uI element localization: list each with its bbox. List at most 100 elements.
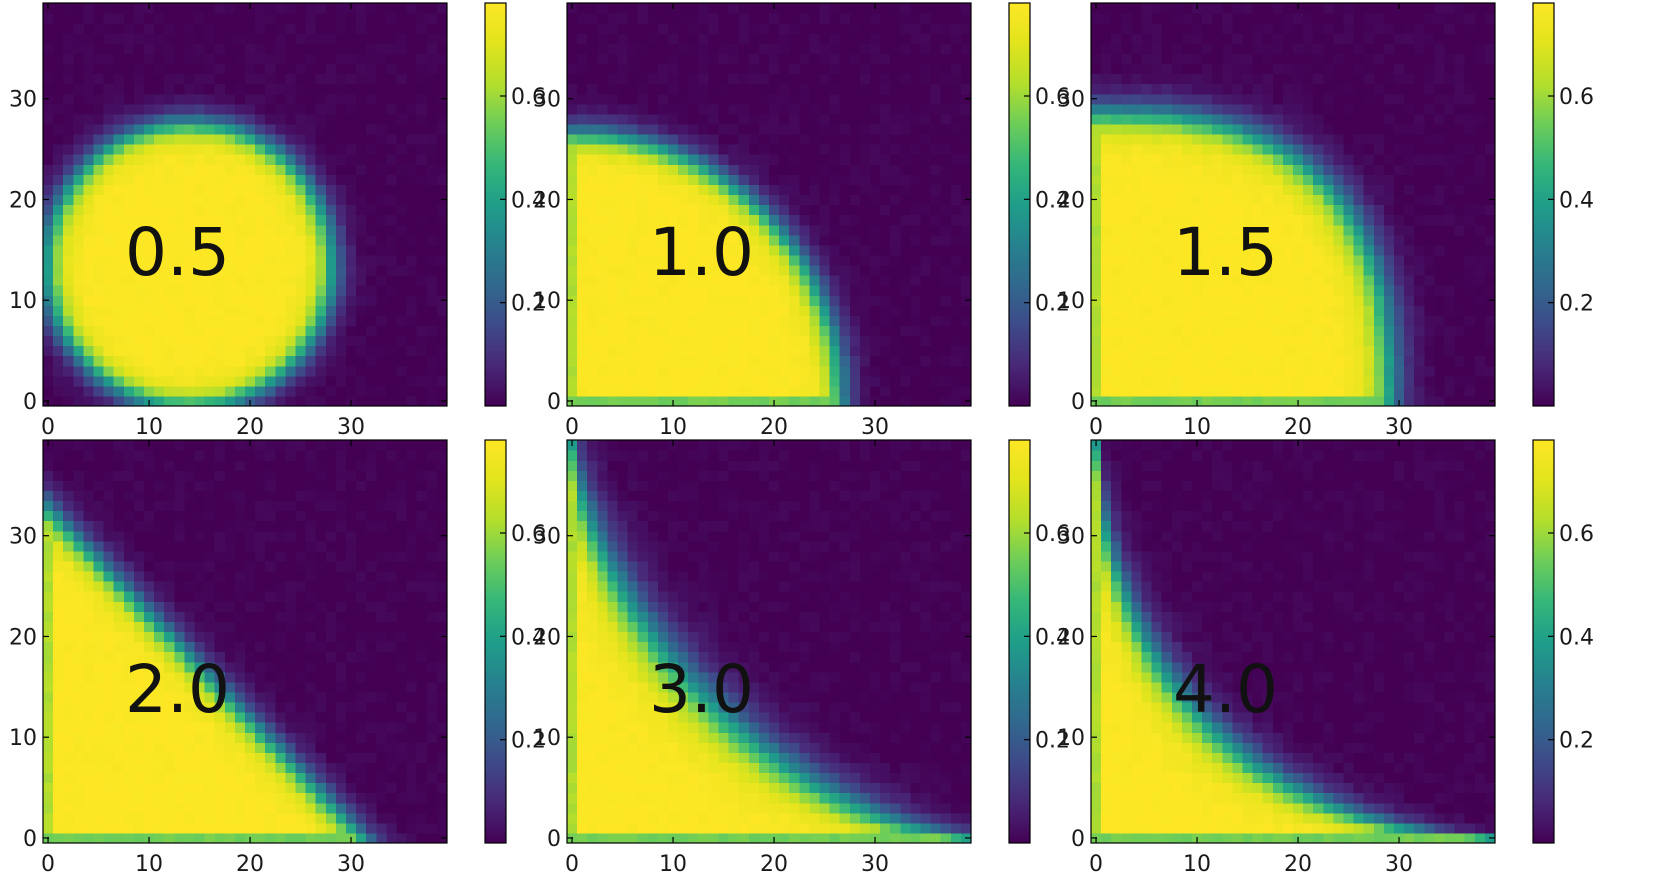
heatmap-cell bbox=[285, 43, 297, 54]
heatmap-cell bbox=[1293, 204, 1304, 216]
heatmap-cell bbox=[305, 315, 317, 326]
heatmap-cell bbox=[1353, 295, 1365, 306]
heatmap-cell bbox=[617, 325, 629, 337]
heatmap-cell bbox=[1474, 154, 1486, 165]
heatmap-cell bbox=[1181, 315, 1193, 326]
heatmap-cell bbox=[1121, 174, 1132, 185]
heatmap-cell bbox=[396, 355, 408, 367]
heatmap-cell bbox=[1101, 23, 1112, 34]
y-tick-label: 30 bbox=[533, 88, 561, 113]
heatmap-cell bbox=[748, 254, 760, 266]
heatmap-cell bbox=[607, 234, 619, 246]
colorbar-tick-label: 0.4 bbox=[1559, 188, 1594, 213]
heatmap-cell bbox=[809, 154, 821, 165]
heatmap-cell bbox=[154, 375, 165, 387]
heatmap-cell bbox=[315, 144, 327, 155]
heatmap-cell bbox=[376, 335, 387, 347]
heatmap-cell bbox=[1444, 63, 1456, 75]
heatmap-cell bbox=[154, 3, 165, 14]
heatmap-cell bbox=[1171, 154, 1183, 165]
heatmap-cell bbox=[1131, 285, 1143, 296]
heatmap-cell bbox=[657, 13, 669, 24]
heatmap-cell bbox=[1262, 73, 1274, 85]
heatmap-cell bbox=[748, 83, 760, 95]
heatmap-cell bbox=[758, 194, 770, 206]
heatmap-cell bbox=[839, 93, 851, 105]
heatmap-cell bbox=[890, 395, 901, 407]
heatmap-cell bbox=[1323, 83, 1334, 95]
heatmap-cell bbox=[829, 93, 841, 105]
heatmap-cell bbox=[920, 144, 932, 155]
heatmap-cell bbox=[1343, 264, 1355, 276]
heatmap-cell bbox=[1101, 224, 1112, 236]
heatmap-cell bbox=[1151, 264, 1163, 276]
heatmap-cell bbox=[1363, 144, 1375, 155]
heatmap-cell bbox=[346, 264, 357, 276]
heatmap-cell bbox=[1151, 315, 1163, 326]
heatmap-cell bbox=[920, 325, 932, 337]
heatmap-cell bbox=[708, 375, 720, 387]
heatmap-cell bbox=[1232, 73, 1244, 85]
heatmap-cell bbox=[930, 365, 942, 377]
heatmap-cell bbox=[325, 73, 337, 85]
heatmap-cell bbox=[597, 164, 608, 175]
heatmap-cell bbox=[1111, 355, 1122, 367]
heatmap-cell bbox=[255, 33, 266, 44]
heatmap-cell bbox=[184, 13, 196, 24]
heatmap-cell bbox=[43, 123, 54, 135]
heatmap-cell bbox=[1424, 285, 1435, 296]
heatmap-cell bbox=[73, 345, 84, 357]
heatmap-cell bbox=[1101, 234, 1112, 246]
heatmap-cell bbox=[900, 83, 911, 95]
heatmap-cell bbox=[1394, 23, 1405, 34]
heatmap-cell bbox=[1272, 355, 1284, 367]
heatmap-cell bbox=[577, 184, 588, 196]
heatmap-cell bbox=[245, 144, 256, 155]
heatmap-cell bbox=[315, 154, 327, 165]
heatmap-cell bbox=[627, 204, 639, 216]
heatmap-cell bbox=[406, 345, 418, 357]
heatmap-cell bbox=[859, 43, 871, 54]
heatmap-cell bbox=[1091, 264, 1102, 276]
heatmap-cell bbox=[890, 254, 901, 266]
heatmap-cell bbox=[1394, 224, 1405, 236]
heatmap-cell bbox=[789, 113, 800, 125]
heatmap-cell bbox=[386, 83, 398, 95]
heatmap-cell bbox=[718, 103, 730, 115]
heatmap-cell bbox=[1404, 103, 1415, 115]
heatmap-cell bbox=[164, 295, 175, 306]
heatmap-cell bbox=[930, 33, 942, 44]
heatmap-cell bbox=[1232, 154, 1244, 165]
heatmap-cell bbox=[1474, 295, 1486, 306]
heatmap-cell bbox=[900, 194, 911, 206]
heatmap-cell bbox=[900, 154, 911, 165]
heatmap-cell bbox=[819, 254, 831, 266]
heatmap-cell bbox=[1474, 43, 1486, 54]
heatmap-cell bbox=[688, 93, 699, 105]
heatmap-cell bbox=[657, 254, 669, 266]
heatmap-cell bbox=[950, 285, 962, 296]
heatmap-cell bbox=[930, 133, 942, 145]
heatmap-cell bbox=[123, 204, 135, 216]
heatmap-cell bbox=[718, 315, 730, 326]
heatmap-cell bbox=[335, 103, 347, 115]
heatmap-cell bbox=[1101, 325, 1112, 337]
heatmap-cell bbox=[809, 63, 821, 75]
heatmap-cell bbox=[728, 275, 740, 286]
heatmap-cell bbox=[1323, 3, 1334, 14]
heatmap-cell bbox=[325, 325, 337, 337]
heatmap-cell bbox=[204, 144, 216, 155]
heatmap-cell bbox=[1454, 375, 1466, 387]
heatmap-cell bbox=[1121, 164, 1132, 175]
heatmap-cell bbox=[748, 13, 760, 24]
heatmap-cell bbox=[1434, 83, 1446, 95]
heatmap-cell bbox=[285, 325, 297, 337]
heatmap-cell bbox=[637, 365, 649, 377]
heatmap-cell bbox=[647, 264, 659, 276]
heatmap-cell bbox=[940, 73, 952, 85]
heatmap-cell bbox=[577, 13, 588, 24]
heatmap-cell bbox=[184, 154, 196, 165]
heatmap-cell bbox=[678, 103, 689, 115]
heatmap-cell bbox=[63, 194, 74, 206]
heatmap-cell bbox=[698, 254, 709, 266]
